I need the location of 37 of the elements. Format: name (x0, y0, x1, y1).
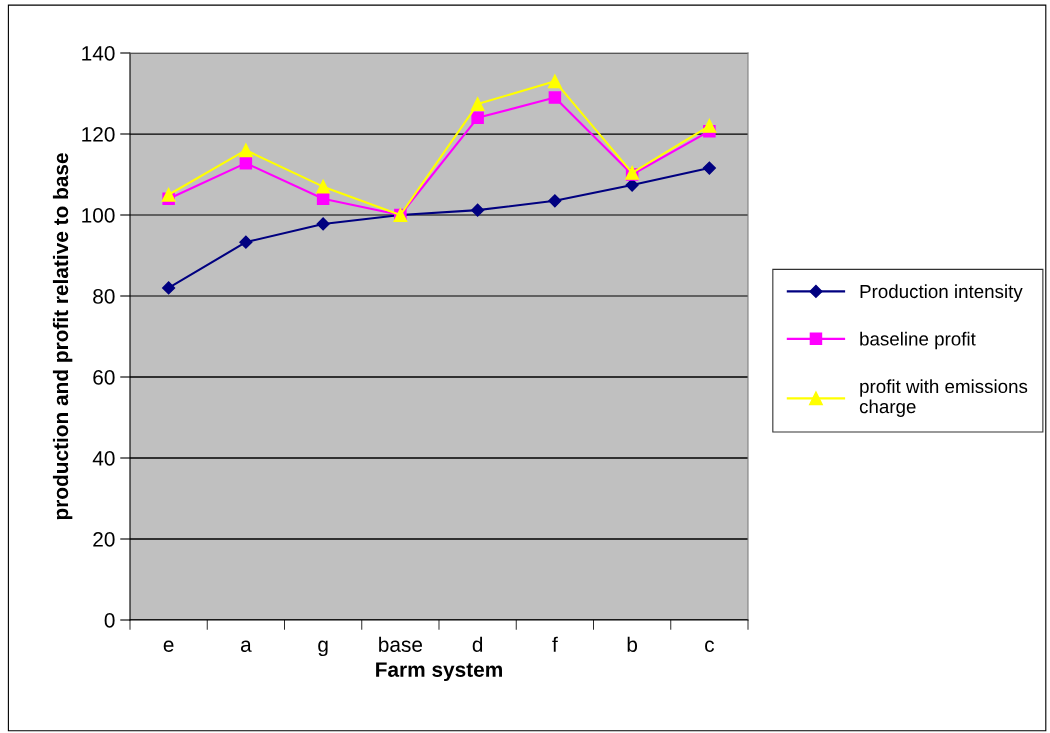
point (702, 161, 716, 175)
y-axis-title: production and profit relative to base (52, 153, 73, 520)
point (625, 178, 639, 192)
point (239, 235, 253, 249)
point (548, 91, 562, 104)
x-tick-label: a (240, 640, 252, 652)
point (316, 217, 330, 231)
y-tick-label: 100 (82, 208, 115, 223)
y-tick-label: 20 (93, 532, 115, 547)
x-tick-label: e (163, 640, 174, 652)
y-tick-label: 0 (104, 613, 115, 628)
point (161, 187, 176, 202)
point (238, 143, 253, 158)
x-tick-label: d (472, 636, 483, 652)
x-tick-label: base (379, 636, 423, 652)
point (239, 156, 253, 170)
x-tick-label: f (552, 636, 558, 652)
legend-label: baseline profit (860, 331, 976, 350)
x-tick-label: c (705, 640, 715, 652)
y-tick-label: 40 (92, 451, 115, 466)
point (548, 194, 562, 208)
x-axis-title: Farm system (376, 662, 502, 682)
point (162, 281, 176, 295)
point (471, 111, 484, 125)
y-tick-label: 140 (82, 46, 115, 61)
y-tick-label: 120 (82, 127, 115, 142)
x-tick-label: b (627, 636, 638, 652)
x-tick-label: g (318, 640, 328, 657)
point (316, 179, 331, 194)
y-tick-label: 60 (93, 370, 115, 385)
point (547, 74, 562, 89)
legend-label: Production intensity (860, 284, 1023, 302)
legend-label: profit with emissions charge (859, 379, 1028, 417)
y-tick-label: 80 (93, 289, 115, 304)
point (702, 118, 717, 133)
point (470, 97, 485, 111)
point (471, 203, 485, 217)
